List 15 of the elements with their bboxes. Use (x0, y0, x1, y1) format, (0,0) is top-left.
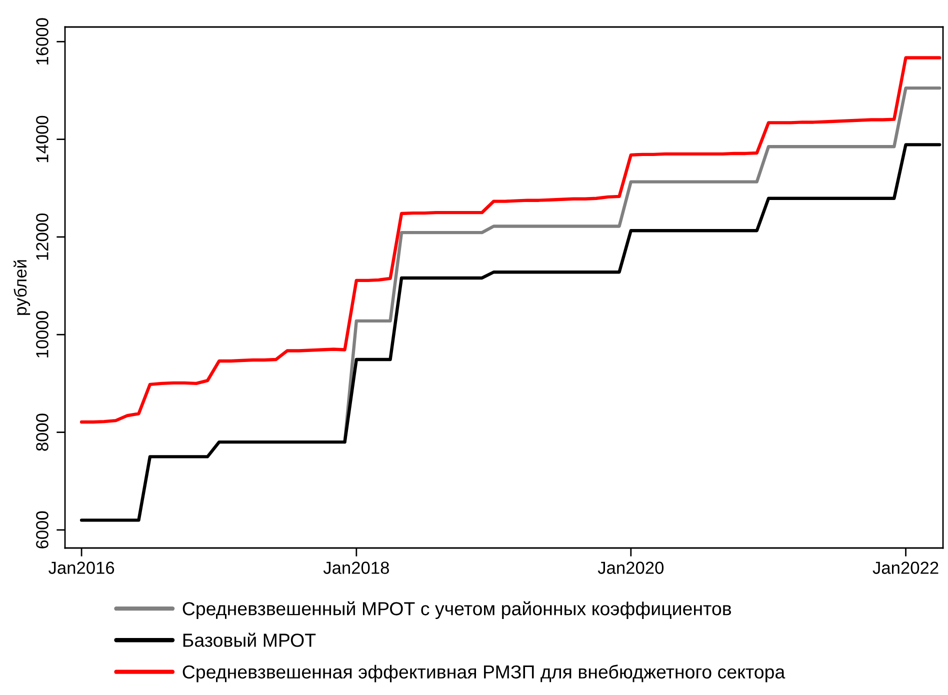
y-tick-label: 12000 (36, 214, 48, 260)
legend-label: Базовый МРОТ (183, 632, 316, 647)
legend-label: Средневзвешенная эффективная РМЗП для внебюджетного сектора (182, 664, 786, 682)
y-tick-label: 10000 (36, 311, 48, 358)
line-series (80, 56, 942, 424)
x-tick-label: Jan2016 (48, 562, 114, 574)
y-tick-label: 8000 (36, 414, 48, 451)
y-tick-label: 16000 (36, 18, 48, 64)
x-tick-label: Jan2020 (598, 562, 664, 574)
x-tick-label: Jan2018 (323, 562, 389, 574)
x-tick-label: Jan2022 (872, 562, 938, 574)
y-tick-label: 6000 (36, 511, 48, 548)
y-tick-label: 14000 (36, 116, 48, 162)
legend-label: Средневзвешенный МРОТ с учетом районных коэффициентов (182, 601, 732, 620)
y-axis-title: рублей (14, 260, 30, 315)
